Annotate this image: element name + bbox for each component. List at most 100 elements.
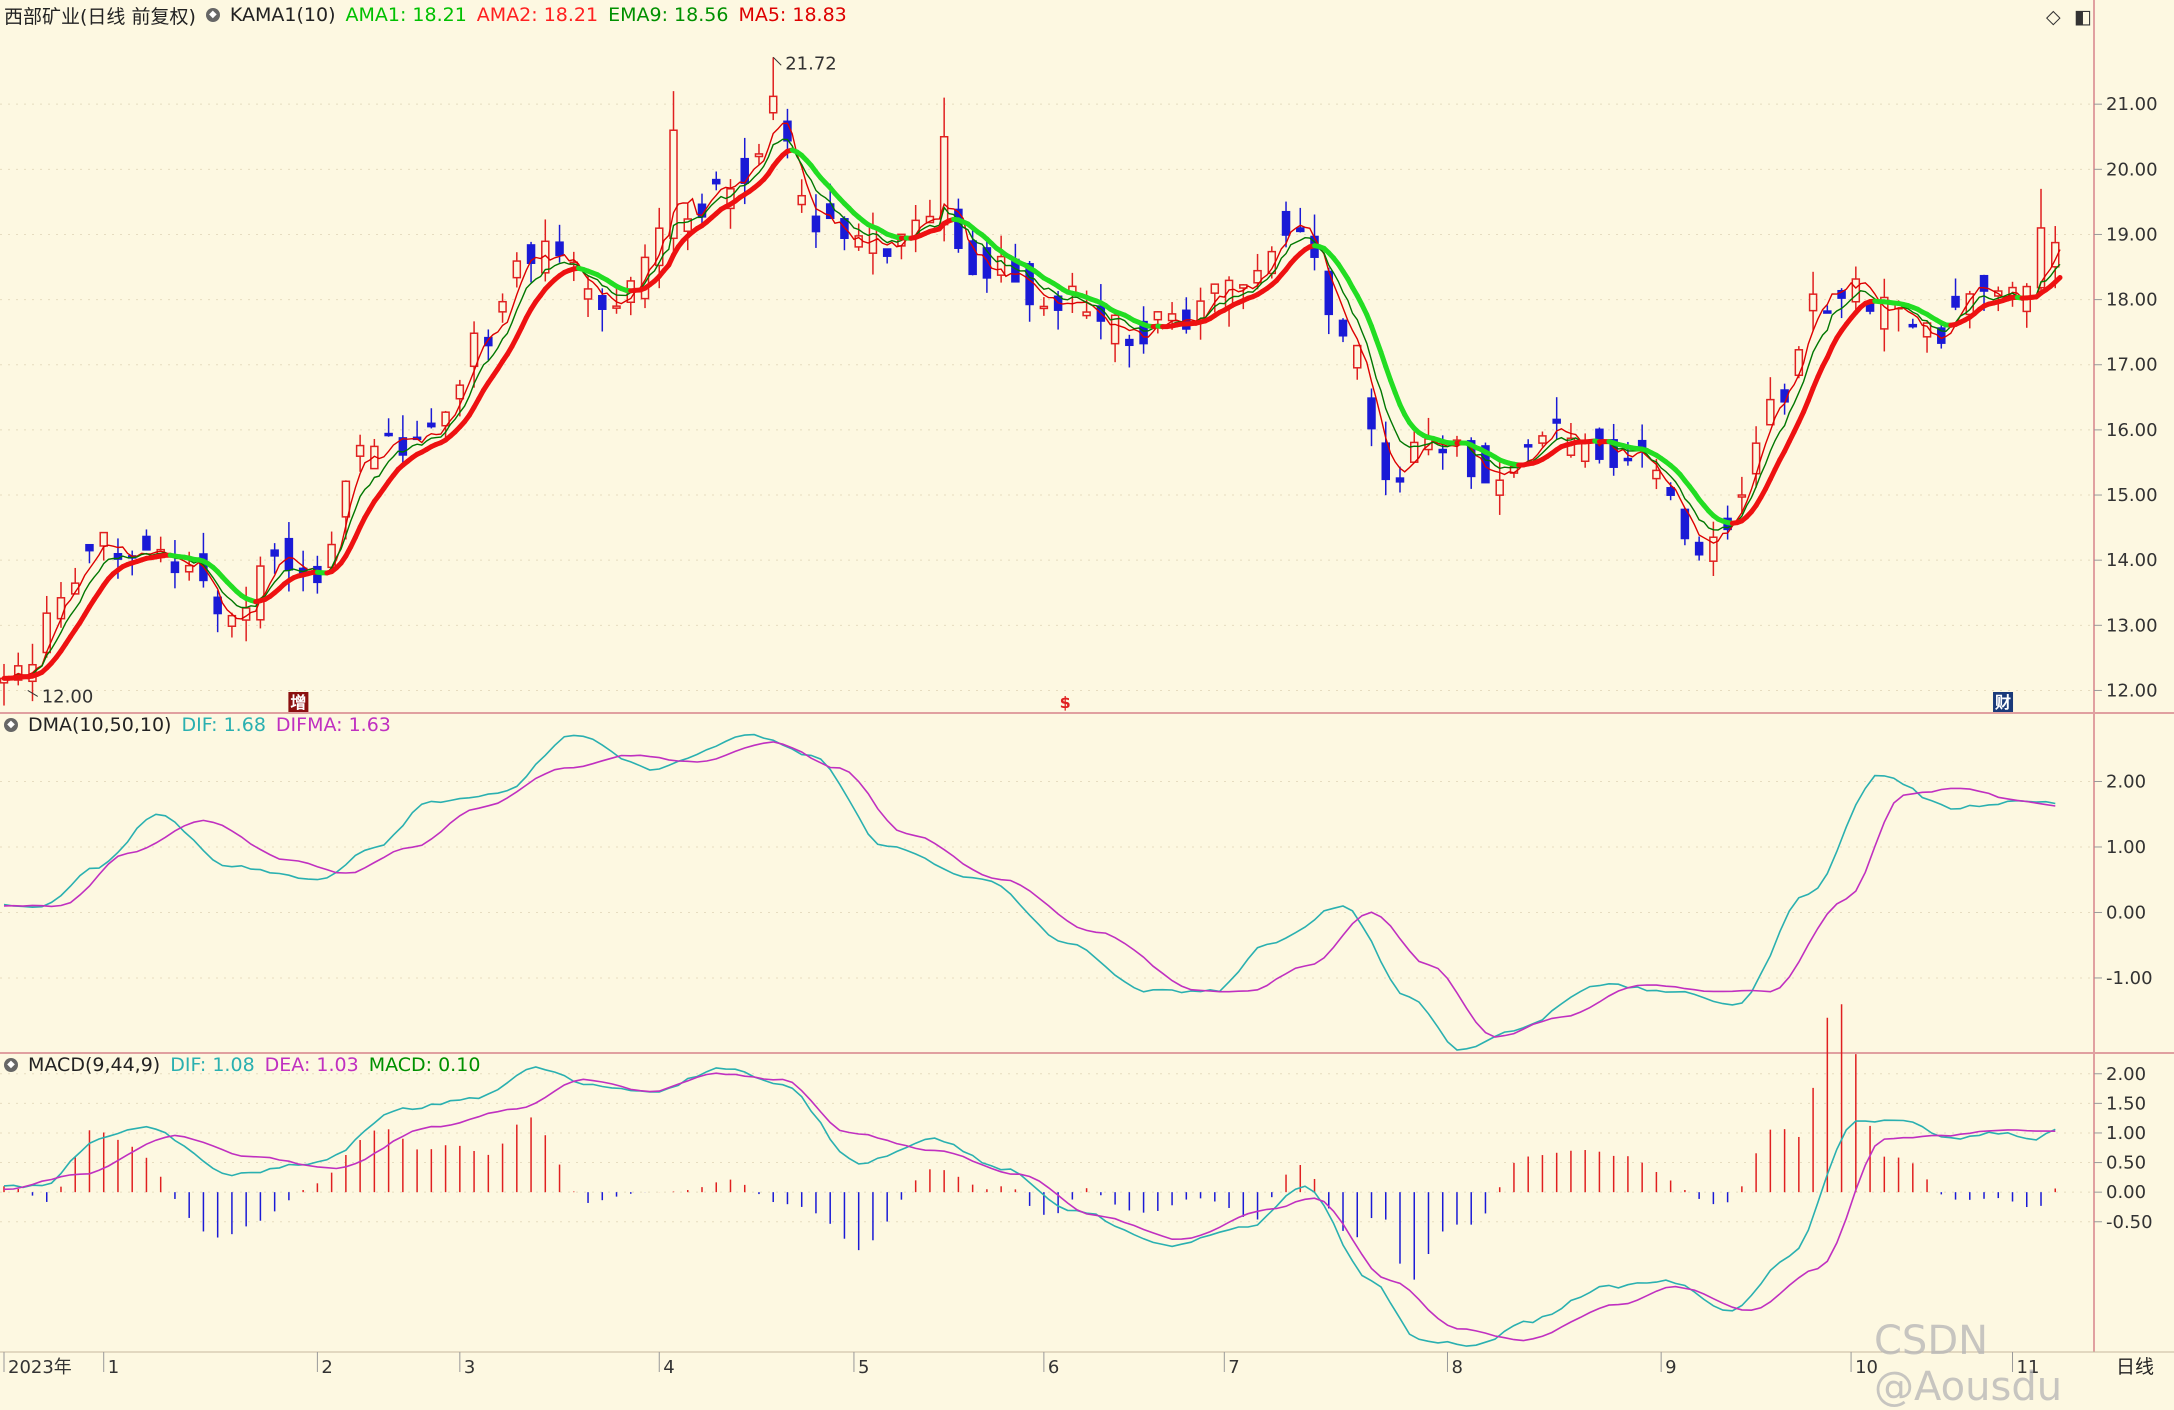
- candle-up: [1795, 350, 1802, 375]
- candle-up: [1710, 537, 1717, 561]
- macd-dif-line: [4, 1067, 2055, 1346]
- candle-up: [471, 333, 478, 366]
- candle-down: [1681, 509, 1688, 538]
- price-y-tick-label: 12.00: [2106, 680, 2158, 701]
- dma-settings-icon[interactable]: ◆: [4, 718, 18, 732]
- candle-up: [1040, 306, 1047, 308]
- ama1-value: AMA1: 18.21: [345, 4, 466, 26]
- candle-down: [599, 296, 606, 309]
- macd-hist-value: MACD: 0.10: [369, 1054, 481, 1076]
- macd-y-tick-label: 2.00: [2106, 1064, 2146, 1085]
- low-label: 12.00: [42, 686, 94, 707]
- event-marker: $: [1060, 693, 1071, 712]
- candle-up: [456, 385, 463, 399]
- candle-down: [713, 180, 720, 184]
- macd-label: MACD(9,44,9): [28, 1054, 160, 1076]
- candle-down: [1667, 488, 1674, 495]
- dma-y-tick-label: 0.00: [2106, 902, 2146, 923]
- candle-down: [143, 536, 150, 549]
- candle-down: [983, 248, 990, 278]
- candle-up: [1810, 294, 1817, 310]
- candle-up: [1169, 314, 1176, 321]
- candle-up: [357, 446, 364, 457]
- candle-down: [1396, 478, 1403, 482]
- window-restore-icon[interactable]: ◧: [2074, 6, 2092, 28]
- ma5-value: MA5: 18.83: [738, 4, 846, 26]
- candle-down: [428, 423, 435, 426]
- candle-down: [1696, 543, 1703, 555]
- x-tick-label: 2: [321, 1357, 332, 1378]
- dma-label: DMA(10,50,10): [28, 714, 171, 736]
- candle-up: [513, 261, 520, 278]
- ema9-line: [4, 139, 2060, 678]
- dma-legend: ◆ DMA(10,50,10) DIF: 1.68 DIFMA: 1.63: [4, 712, 401, 738]
- candle-up: [57, 598, 64, 619]
- stock-title: 西部矿业(日线 前复权): [4, 2, 196, 29]
- dma-dif-line: [4, 735, 2055, 1050]
- candle-down: [214, 597, 221, 613]
- candle-up: [257, 566, 264, 620]
- candle-up: [499, 302, 506, 312]
- chart-svg: 21.0020.0019.0018.0017.0016.0015.0014.00…: [0, 0, 2174, 1380]
- x-tick-label: 2023年: [8, 1357, 72, 1378]
- x-tick-label: 5: [858, 1357, 869, 1378]
- candle-down: [1553, 419, 1560, 423]
- candle-up: [770, 96, 777, 112]
- candle-down: [1126, 340, 1133, 346]
- dma-y-tick-label: 1.00: [2106, 837, 2146, 858]
- event-marker: 财: [1994, 693, 2011, 712]
- watermark: CSDN @Aousdu: [1874, 1318, 2174, 1410]
- candle-up: [100, 533, 107, 546]
- price-y-tick-label: 13.00: [2106, 615, 2158, 636]
- candle-down: [1952, 297, 1959, 307]
- candle-down: [1624, 459, 1631, 461]
- x-tick-label: 3: [464, 1357, 475, 1378]
- x-tick-label: 9: [1665, 1357, 1676, 1378]
- indicator-settings-icon[interactable]: ◆: [206, 8, 220, 22]
- price-y-tick-label: 21.00: [2106, 94, 2158, 115]
- kama-label: KAMA1(10): [230, 4, 336, 26]
- dma-y-tick-label: -1.00: [2106, 968, 2153, 989]
- macd-legend: ◆ MACD(9,44,9) DIF: 1.08 DEA: 1.03 MACD:…: [4, 1052, 490, 1078]
- candle-up: [613, 306, 620, 308]
- candle-up: [755, 154, 762, 157]
- candle-up: [1083, 312, 1090, 316]
- ma5-line: [4, 123, 2060, 678]
- price-y-tick-label: 15.00: [2106, 485, 2158, 506]
- candle-up: [1354, 346, 1361, 368]
- candle-down: [1382, 443, 1389, 479]
- candle-up: [1753, 443, 1760, 474]
- macd-y-tick-label: 0.00: [2106, 1182, 2146, 1203]
- macd-y-tick-label: 0.50: [2106, 1153, 2146, 1174]
- candle-down: [271, 550, 278, 556]
- candle-up: [1653, 470, 1660, 478]
- price-y-tick-label: 18.00: [2106, 290, 2158, 311]
- candle-down: [1340, 320, 1347, 335]
- candle-up: [1539, 436, 1546, 443]
- macd-dea-value: DEA: 1.03: [265, 1054, 359, 1076]
- candle-down: [1824, 311, 1831, 313]
- candle-up: [1738, 495, 1745, 497]
- candle-up: [186, 566, 193, 572]
- candle-down: [1283, 212, 1290, 235]
- candle-up: [1582, 443, 1589, 461]
- ema9-value: EMA9: 18.56: [608, 4, 728, 26]
- macd-settings-icon[interactable]: ◆: [4, 1058, 18, 1072]
- candle-up: [585, 289, 592, 299]
- price-y-tick-label: 20.00: [2106, 159, 2158, 180]
- high-label: 21.72: [785, 53, 837, 74]
- candle-up: [1211, 284, 1218, 293]
- candle-down: [86, 545, 93, 551]
- candle-up: [1767, 400, 1774, 425]
- price-y-tick-label: 14.00: [2106, 550, 2158, 571]
- price-legend: 西部矿业(日线 前复权) ◆ KAMA1(10) AMA1: 18.21 AMA…: [4, 2, 857, 28]
- candle-down: [171, 562, 178, 572]
- kama-line-segment: [2055, 278, 2060, 283]
- price-y-tick-label: 19.00: [2106, 224, 2158, 245]
- candle-down: [385, 434, 392, 436]
- diamond-icon[interactable]: ◇: [2046, 6, 2061, 28]
- price-y-tick-label: 17.00: [2106, 355, 2158, 376]
- candle-down: [285, 539, 292, 570]
- dma-difma-value: DIFMA: 1.63: [276, 714, 391, 736]
